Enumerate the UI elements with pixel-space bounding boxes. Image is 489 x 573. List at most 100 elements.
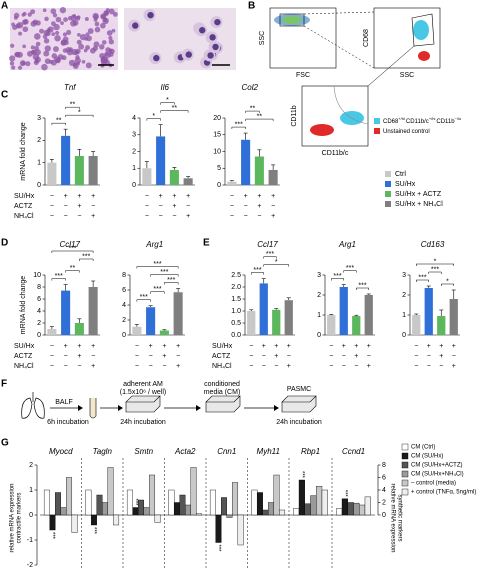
bar [88, 155, 98, 185]
nucleus [199, 27, 206, 34]
y-tick-label: 0 [402, 332, 406, 339]
legend-text: Unstained control [383, 129, 430, 135]
treatment-mark: + [439, 343, 443, 350]
treatment-mark: − [342, 353, 346, 360]
bar [341, 498, 348, 516]
significance-bracket [51, 278, 66, 281]
significance-bracket [245, 118, 274, 122]
legend-text: CD11b/c [406, 119, 429, 125]
bar [293, 508, 300, 516]
y-tick-label: 20 [213, 115, 221, 122]
cell [35, 41, 41, 47]
treatment-mark: − [230, 203, 234, 210]
significance-bracket [136, 266, 179, 269]
cell [44, 58, 51, 65]
well-plate [205, 395, 241, 413]
bar [132, 326, 142, 335]
bar [168, 489, 175, 516]
y-tick-label: 15 [213, 132, 221, 139]
significance-bracket [343, 270, 357, 273]
cell [30, 20, 37, 27]
significance-bracket [160, 102, 175, 105]
significance-bracket [251, 272, 264, 275]
workflow-text: (1.5x10⁶ / well) [120, 389, 166, 396]
y-tick-label: 10 [33, 272, 41, 279]
significance-label: *** [160, 269, 168, 276]
cell [100, 14, 106, 19]
treatment-mark: − [354, 363, 358, 370]
treatment-mark: + [367, 363, 371, 370]
treatment-mark: − [159, 213, 163, 220]
gate [333, 85, 369, 125]
bar [169, 169, 179, 185]
y-tick-label: 8 [382, 462, 386, 469]
workflow-text: PASMC [287, 386, 311, 393]
cell [16, 21, 24, 29]
treatment-mark: − [249, 343, 253, 350]
axis-label: FSC [296, 72, 310, 79]
cell [39, 28, 44, 34]
bar [273, 474, 280, 516]
cell [76, 15, 81, 20]
cell [99, 44, 105, 50]
treatment-mark: + [77, 343, 81, 350]
bar [221, 497, 227, 516]
significance-label: *** [90, 527, 96, 535]
bar [74, 155, 84, 185]
bar [196, 513, 203, 516]
cell [60, 21, 64, 26]
treatment-mark: + [367, 343, 371, 350]
significance-label: ** [70, 265, 76, 272]
cell [87, 28, 94, 34]
treatment-mark: + [262, 343, 266, 350]
significance-bracket [150, 291, 165, 294]
nucleus [214, 18, 221, 26]
cell [27, 50, 33, 57]
cell [104, 57, 109, 62]
cell [60, 40, 67, 46]
cell [78, 43, 85, 50]
bar [298, 479, 305, 516]
event-cloud [340, 111, 364, 125]
treatment-mark: + [287, 363, 291, 370]
y-axis-label: contractile markers [17, 493, 23, 544]
treatment-mark: − [77, 213, 81, 220]
cell [52, 13, 58, 18]
axis-label: CD11b/c [322, 150, 349, 157]
axis-label: CD11b [291, 105, 298, 126]
flow-plots: SSC FSC CD68 SSC CD11b CD11b/c CD68+/hiC… [259, 7, 462, 157]
legend-swatch [401, 470, 409, 478]
bar [142, 168, 152, 185]
panel-label: E [203, 238, 210, 249]
cell [19, 60, 26, 67]
category-label: Myocd [49, 447, 73, 456]
cell [89, 47, 96, 54]
treatment-mark: − [452, 353, 456, 360]
treatment-mark: − [427, 353, 431, 360]
bar [227, 181, 237, 185]
y-tick-label: 0 [382, 512, 386, 519]
legend-swatch [401, 452, 409, 460]
row-label: NH₄Cl [212, 363, 232, 370]
y-tick-label: 4 [37, 308, 41, 315]
legend-label: SU/Hx [395, 181, 416, 188]
significance-bracket [263, 264, 289, 267]
significance-label: *** [140, 294, 148, 301]
significance-label: *** [235, 121, 243, 128]
significance-bracket [245, 110, 260, 114]
significance-bracket [65, 106, 80, 110]
legend-label: Ctrl [395, 171, 406, 178]
treatment-mark: + [91, 363, 95, 370]
significance-label: ** [172, 105, 178, 112]
treatment-mark: − [271, 203, 275, 210]
significance-bracket [65, 270, 80, 273]
cell [99, 52, 105, 59]
significance-bracket [263, 256, 277, 259]
legend-swatch [401, 479, 409, 487]
bar [259, 283, 268, 335]
bar [149, 474, 156, 516]
y-tick-label: 3 [37, 115, 41, 122]
bar [156, 136, 166, 185]
bar [268, 169, 278, 185]
panel-label: A [1, 1, 8, 12]
